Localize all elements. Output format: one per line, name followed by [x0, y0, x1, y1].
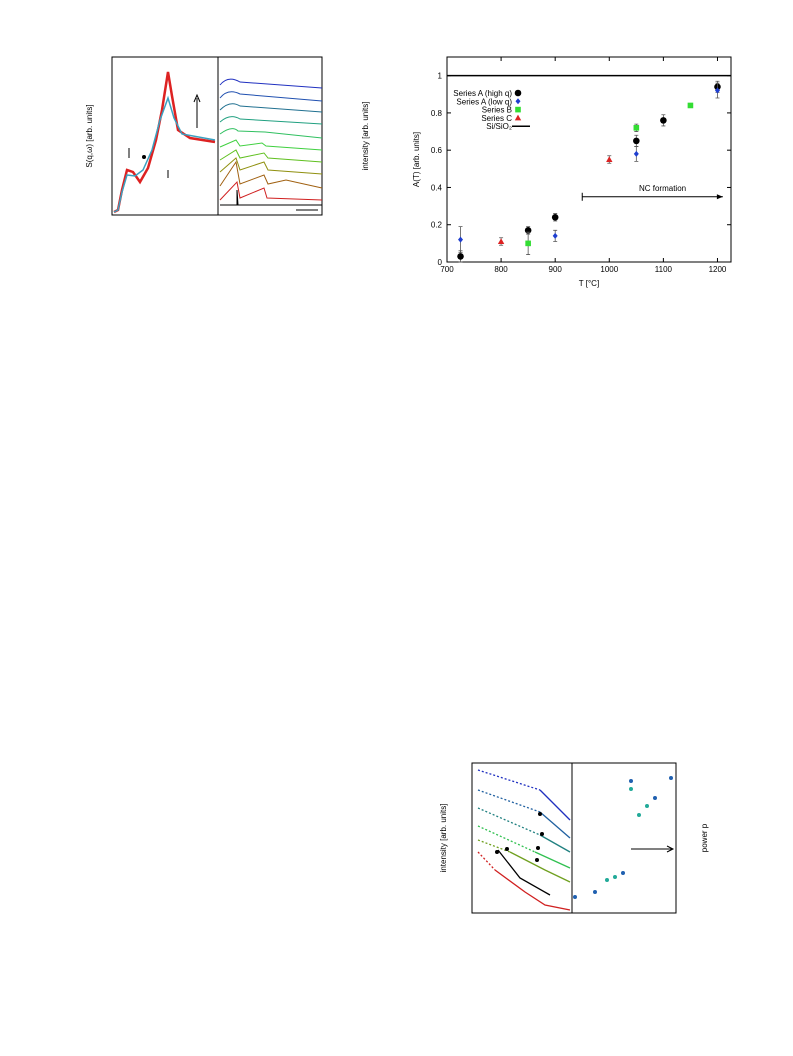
point	[633, 125, 640, 131]
y-axis-label: intensity [arb. units]	[439, 804, 448, 873]
marker-bar	[128, 148, 169, 178]
point	[552, 232, 558, 239]
legend-label: Si/SiO₂	[486, 122, 512, 131]
legend-marker	[515, 98, 521, 105]
point	[633, 150, 639, 157]
x-tick-label: 800	[494, 265, 508, 274]
annotation-arrowhead	[716, 194, 723, 200]
frame	[111, 56, 323, 216]
point	[687, 102, 694, 109]
y-tick-label: 0.6	[431, 146, 443, 155]
y-tick-label: 0.2	[431, 221, 443, 230]
frame	[471, 762, 677, 914]
y-axis-label: S(q,ω) [arb. units]	[85, 104, 94, 167]
y-tick-label: 0.4	[431, 183, 443, 192]
legend-marker	[514, 89, 522, 97]
curves	[477, 769, 571, 911]
point	[457, 253, 464, 260]
y-axis-label: A(T) [arb. units]	[412, 132, 421, 187]
x-axis-label: T [°C]	[579, 279, 599, 288]
point	[660, 117, 667, 124]
x-tick-label: 900	[549, 265, 563, 274]
point	[714, 87, 720, 94]
points	[573, 776, 673, 899]
legend-marker	[514, 114, 522, 121]
arrow	[193, 93, 201, 128]
legend-marker	[515, 106, 521, 113]
annotation: NC formation	[639, 184, 686, 193]
legend-label: Series A (high q)	[453, 89, 512, 98]
curve	[113, 71, 216, 214]
plot-frame	[446, 56, 732, 263]
spectra	[219, 78, 323, 206]
legend-label: Series A (low q)	[456, 97, 512, 106]
points	[495, 812, 544, 862]
point	[606, 156, 613, 162]
point	[633, 137, 640, 145]
point	[458, 236, 464, 243]
y-tick-label: 1	[438, 72, 443, 81]
x-tick-label: 700	[440, 265, 454, 274]
x-tick-label: 1200	[709, 265, 727, 274]
marker-dot	[142, 155, 146, 159]
point	[497, 238, 505, 244]
chart: 700 800 900 1000 1100 1200 0 0.2 0.4 0.6 0.8 1 T [°C…	[412, 56, 732, 288]
figure-bottom: intensity [arb. units] power p	[439, 762, 709, 914]
legend-label: Series C	[481, 114, 512, 123]
point	[525, 240, 531, 247]
x-tick-label: 1100	[655, 265, 673, 274]
x-tick-label: 1000	[600, 265, 618, 274]
y-axis-label: power p	[700, 823, 709, 852]
point	[551, 213, 559, 221]
figure-top-left: S(q,ω) [arb. units] intensity [arb. unit…	[85, 56, 370, 216]
y-tick-label: 0	[438, 258, 443, 267]
arrow	[631, 845, 675, 853]
y-axis-label: intensity [arb. units]	[361, 102, 370, 171]
legend-label: Series B	[482, 106, 512, 115]
y-tick-label: 0.8	[431, 109, 443, 118]
curve	[113, 95, 216, 213]
